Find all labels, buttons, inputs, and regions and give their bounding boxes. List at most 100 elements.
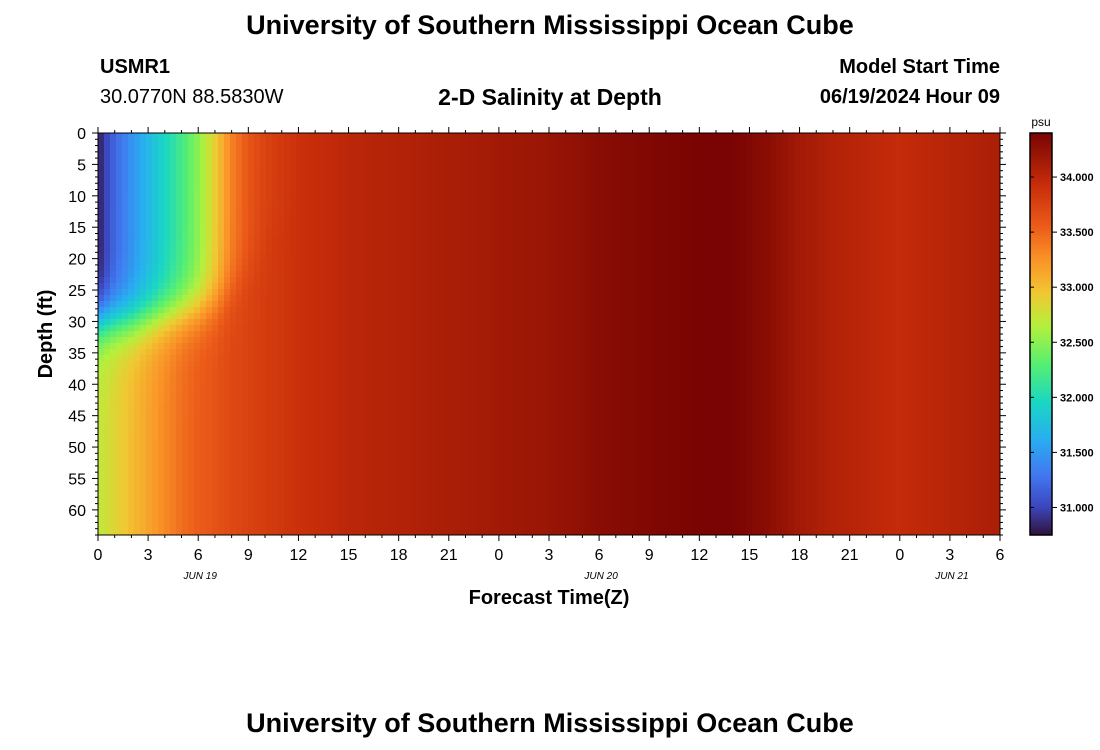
heatmap-cell bbox=[482, 433, 489, 440]
heatmap-cell bbox=[458, 391, 465, 398]
heatmap-cell bbox=[188, 373, 195, 380]
heatmap-cell bbox=[500, 523, 507, 530]
heatmap-cell bbox=[266, 241, 273, 248]
heatmap-cell bbox=[128, 325, 135, 332]
heatmap-cell bbox=[530, 271, 537, 278]
heatmap-cell bbox=[494, 523, 501, 530]
heatmap-cell bbox=[194, 379, 201, 386]
heatmap-cell bbox=[488, 361, 495, 368]
heatmap-cell bbox=[170, 505, 177, 512]
heatmap-cell bbox=[434, 289, 441, 296]
heatmap-cell bbox=[344, 403, 351, 410]
heatmap-cell bbox=[272, 289, 279, 296]
heatmap-cell bbox=[362, 421, 369, 428]
heatmap-cell bbox=[530, 319, 537, 326]
heatmap-cell bbox=[134, 469, 141, 476]
heatmap-cell bbox=[248, 181, 255, 188]
heatmap-cell bbox=[332, 457, 339, 464]
heatmap-cell bbox=[320, 331, 327, 338]
heatmap-cell bbox=[506, 181, 513, 188]
heatmap-cell bbox=[236, 175, 243, 182]
heatmap-cell bbox=[152, 151, 159, 158]
heatmap-cell bbox=[476, 379, 483, 386]
heatmap-cell bbox=[428, 415, 435, 422]
heatmap-cell bbox=[518, 271, 525, 278]
heatmap-cell bbox=[350, 343, 357, 350]
heatmap-cell bbox=[176, 391, 183, 398]
heatmap-cell bbox=[212, 151, 219, 158]
heatmap-cell bbox=[140, 421, 147, 428]
heatmap-cell bbox=[200, 271, 207, 278]
heatmap-cell bbox=[122, 145, 129, 152]
heatmap-cell bbox=[200, 409, 207, 416]
heatmap-cell bbox=[212, 373, 219, 380]
heatmap-cell bbox=[392, 505, 399, 512]
heatmap-cell bbox=[254, 241, 261, 248]
heatmap-cell bbox=[284, 379, 291, 386]
heatmap-cell bbox=[428, 181, 435, 188]
heatmap-cell bbox=[158, 433, 165, 440]
heatmap-cell bbox=[332, 295, 339, 302]
heatmap-cell bbox=[248, 229, 255, 236]
heatmap-cell bbox=[422, 499, 429, 506]
heatmap-cell bbox=[404, 391, 411, 398]
heatmap-cell bbox=[524, 193, 531, 200]
heatmap-cell bbox=[536, 451, 543, 458]
heatmap-cell bbox=[398, 505, 405, 512]
heatmap-cell bbox=[506, 349, 513, 356]
heatmap-cell bbox=[212, 439, 219, 446]
heatmap-cell bbox=[542, 163, 549, 170]
heatmap-cell bbox=[518, 463, 525, 470]
heatmap-cell bbox=[512, 175, 519, 182]
heatmap-cell bbox=[140, 187, 147, 194]
heatmap-cell bbox=[242, 307, 249, 314]
heatmap-cell bbox=[386, 175, 393, 182]
heatmap-cell bbox=[362, 391, 369, 398]
heatmap-cell bbox=[98, 499, 105, 506]
heatmap-cell bbox=[146, 163, 153, 170]
heatmap-cell bbox=[278, 493, 285, 500]
heatmap-cell bbox=[404, 163, 411, 170]
heatmap-cell bbox=[452, 487, 459, 494]
heatmap-cell bbox=[530, 223, 537, 230]
heatmap-cell bbox=[314, 247, 321, 254]
heatmap-cell bbox=[206, 529, 213, 536]
heatmap-cell bbox=[200, 217, 207, 224]
heatmap-cell bbox=[224, 427, 231, 434]
heatmap-cell bbox=[320, 133, 327, 140]
heatmap-cell bbox=[320, 523, 327, 530]
heatmap-cell bbox=[146, 319, 153, 326]
heatmap-cell bbox=[158, 337, 165, 344]
heatmap-cell bbox=[314, 331, 321, 338]
heatmap-cell bbox=[320, 427, 327, 434]
heatmap-cell bbox=[512, 235, 519, 242]
heatmap-cell bbox=[500, 283, 507, 290]
heatmap-cell bbox=[230, 241, 237, 248]
heatmap-cell bbox=[290, 241, 297, 248]
heatmap-cell bbox=[440, 439, 447, 446]
heatmap-cell bbox=[230, 391, 237, 398]
heatmap-cell bbox=[170, 313, 177, 320]
heatmap-cell bbox=[380, 205, 387, 212]
heatmap-cell bbox=[476, 475, 483, 482]
heatmap-cell bbox=[224, 319, 231, 326]
heatmap-cell bbox=[218, 403, 225, 410]
heatmap-cell bbox=[362, 187, 369, 194]
heatmap-cell bbox=[182, 367, 189, 374]
heatmap-cell bbox=[512, 241, 519, 248]
heatmap-cell bbox=[524, 223, 531, 230]
heatmap-cell bbox=[452, 445, 459, 452]
heatmap-cell bbox=[350, 391, 357, 398]
heatmap-cell bbox=[98, 343, 105, 350]
heatmap-cell bbox=[206, 331, 213, 338]
heatmap-cell bbox=[296, 241, 303, 248]
heatmap-cell bbox=[98, 463, 105, 470]
heatmap-cell bbox=[452, 439, 459, 446]
heatmap-cell bbox=[506, 277, 513, 284]
heatmap-cell bbox=[266, 163, 273, 170]
heatmap-cell bbox=[326, 193, 333, 200]
heatmap-cell bbox=[434, 367, 441, 374]
heatmap-cell bbox=[362, 487, 369, 494]
heatmap-cell bbox=[158, 325, 165, 332]
heatmap-cell bbox=[386, 163, 393, 170]
